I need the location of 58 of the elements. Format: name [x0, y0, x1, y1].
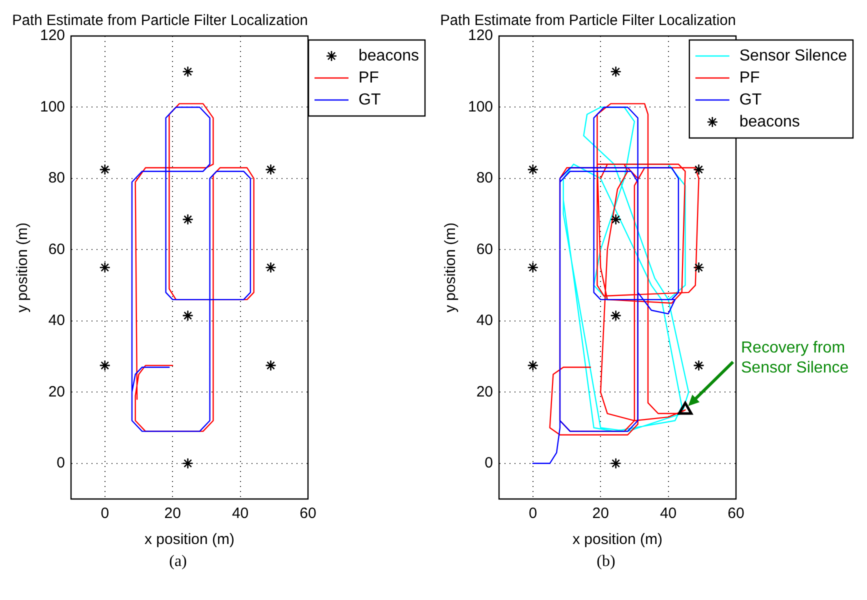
point — [265, 164, 276, 176]
point — [527, 164, 539, 176]
legend-label: GT — [358, 91, 381, 108]
point — [182, 66, 194, 78]
y-axis-title: y position (m) — [442, 222, 460, 313]
x-tick-label: 20 — [592, 505, 609, 522]
y-tick-label: 120 — [40, 27, 66, 44]
y-tick-label: 0 — [484, 454, 494, 472]
point — [182, 458, 194, 470]
x-tick-label: 40 — [232, 505, 249, 522]
legend-label: PF — [358, 69, 380, 86]
text: Recovery from Sensor Silence — [741, 339, 849, 376]
chart-title: Path Estimate from Particle Filter Localization — [12, 13, 308, 30]
y-tick-label: 20 — [48, 383, 66, 400]
y-axis-title: y position (m) — [14, 222, 32, 313]
legend-label: beacons — [739, 113, 800, 130]
x-tick-label: 20 — [164, 505, 181, 522]
legend-label: beacons — [358, 47, 420, 64]
point — [610, 66, 622, 78]
y-tick-label: 100 — [468, 98, 494, 116]
y-tick-label: 40 — [476, 312, 494, 330]
y-tick-label: 80 — [476, 170, 494, 187]
point — [610, 310, 622, 322]
point — [182, 310, 194, 322]
chart-title: Path Estimate from Particle Filter Localization — [440, 13, 736, 30]
y-tick-label: 20 — [476, 383, 494, 400]
x-tick-label: 40 — [660, 505, 677, 522]
point — [182, 214, 194, 226]
y-tick-label: 100 — [40, 98, 66, 116]
point — [99, 262, 111, 274]
point — [99, 164, 111, 176]
point — [527, 262, 539, 274]
point — [265, 262, 276, 274]
y-tick-label: 80 — [48, 170, 66, 187]
legend-label: GT — [739, 91, 762, 108]
y-tick-label: 60 — [48, 240, 66, 258]
text: (b) — [596, 553, 616, 571]
legend-label: PF — [739, 69, 760, 86]
point — [610, 458, 622, 470]
point — [265, 360, 276, 372]
point — [693, 262, 704, 274]
text: (a) — [168, 553, 188, 571]
x-tick-label: 60 — [728, 505, 744, 522]
x-axis-title: x position (m) — [572, 531, 663, 548]
point — [693, 164, 704, 176]
point — [610, 214, 622, 226]
point — [527, 360, 539, 372]
y-tick-label: 40 — [48, 312, 66, 330]
x-tick-label: 0 — [100, 505, 110, 522]
point — [99, 360, 111, 372]
x-axis-title: x position (m) — [144, 531, 235, 548]
y-tick-label: 60 — [476, 240, 494, 258]
point — [693, 360, 704, 372]
y-tick-label: 0 — [56, 454, 66, 472]
legend-label: Sensor Silence — [739, 47, 848, 64]
x-tick-label: 0 — [528, 505, 538, 522]
y-tick-label: 120 — [468, 27, 494, 44]
x-tick-label: 60 — [300, 505, 316, 522]
